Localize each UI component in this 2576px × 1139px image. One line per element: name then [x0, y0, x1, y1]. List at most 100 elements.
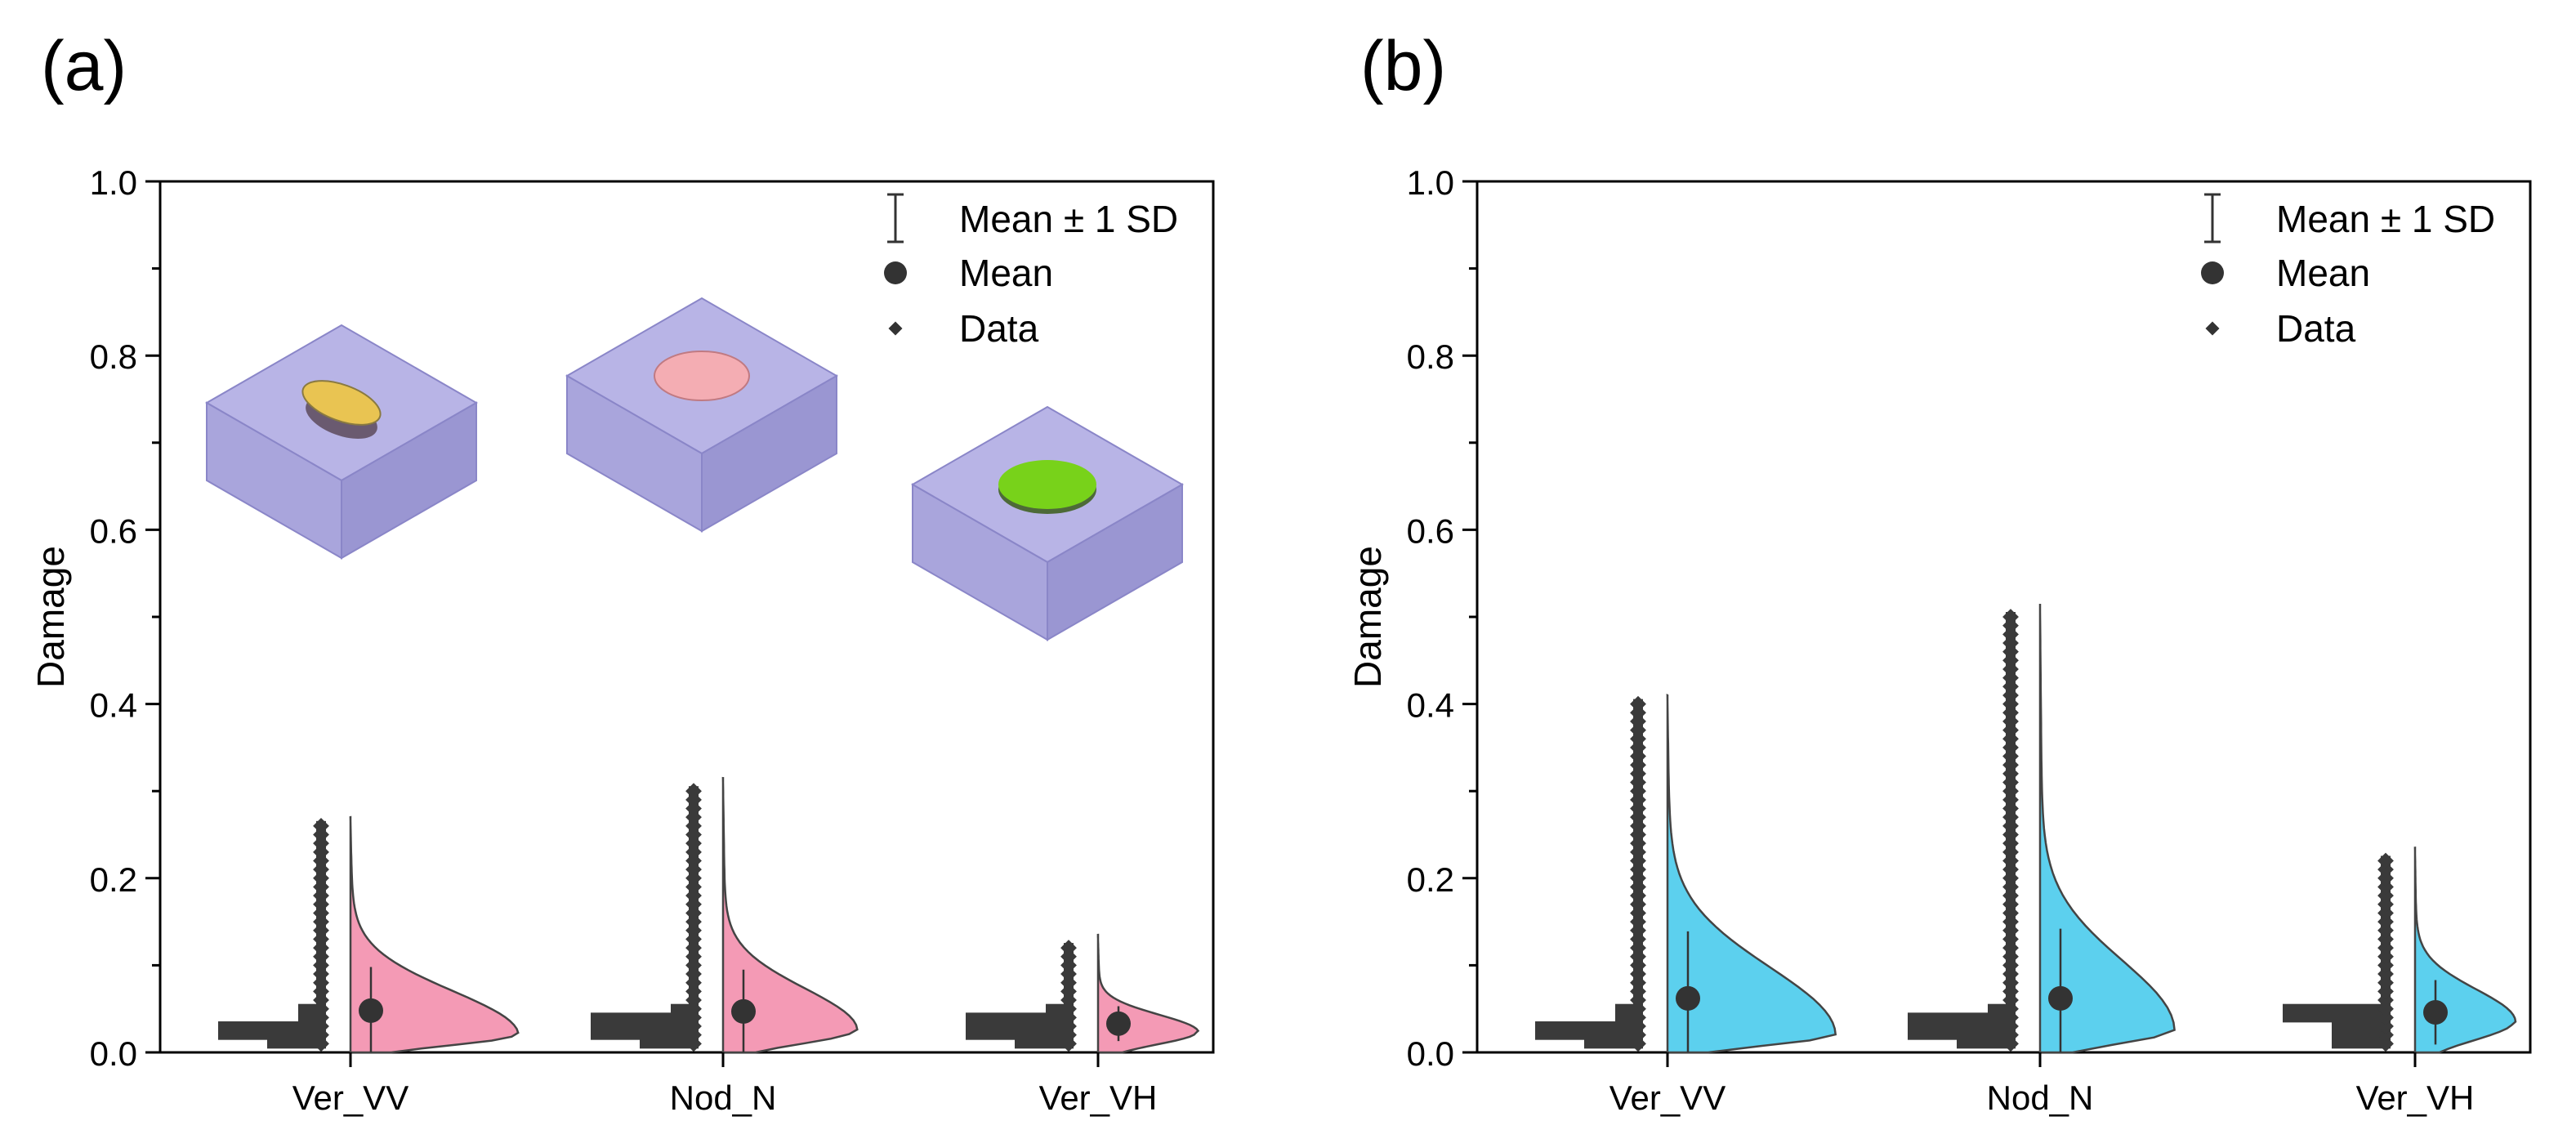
legend-mean-label: Mean [959, 252, 1053, 294]
mean-marker [1106, 1011, 1131, 1036]
mean-marker [2423, 999, 2448, 1025]
inset-illustrations [204, 297, 1185, 641]
data-point [2283, 1003, 2391, 1014]
data-point [966, 1021, 1074, 1032]
data-point [2332, 1038, 2391, 1049]
data-point [2002, 609, 2019, 625]
y-axis-b: 0.0 0.2 0.4 0.6 0.8 1.0 [1407, 163, 1477, 1073]
data-point [2332, 1021, 2391, 1032]
violins-a [218, 776, 1200, 1054]
violin-group [591, 776, 859, 1054]
violin-shape [1096, 933, 1200, 1054]
inset-cube [565, 297, 839, 533]
inclusion [998, 460, 1096, 509]
violin-group [1908, 604, 2176, 1054]
panel-label-a: (a) [41, 27, 127, 105]
violin-shape [1666, 694, 1837, 1054]
legend-data-label: Data [959, 307, 1039, 350]
data-point [1060, 940, 1077, 956]
data-point [1908, 1012, 2016, 1023]
y-axis-a: 0.0 0.2 0.4 0.6 0.8 1.0 [90, 163, 160, 1073]
cube-right [341, 401, 477, 560]
y-tick-label: 0.4 [1407, 686, 1454, 725]
inclusion [654, 351, 750, 401]
data-point [218, 1021, 326, 1032]
y-axis-label-a: Damage [29, 546, 72, 688]
x-tick-label: Ver_VV [1609, 1079, 1726, 1117]
panel-label-b: (b) [1360, 27, 1446, 105]
data-point [1015, 1038, 1074, 1049]
panel-b: 0.0 0.2 0.4 0.6 0.8 1.0 Ver_VV Nod_N Ver_VH Dam… [1346, 163, 2532, 1117]
legend-mean-symbol [884, 261, 907, 284]
mean-marker [731, 998, 756, 1024]
data-point [966, 1030, 1074, 1040]
y-tick-label: 1.0 [90, 163, 137, 202]
x-axis-a: Ver_VV Nod_N Ver_VH [292, 1052, 1158, 1117]
data-point [966, 1012, 1074, 1023]
data-point [685, 783, 702, 800]
legend-sd-label: Mean ± 1 SD [959, 198, 1178, 240]
mean-marker [2048, 985, 2073, 1011]
legend-items: Mean ± 1 SD Mean Data [2201, 193, 2495, 350]
data-point [640, 1038, 699, 1049]
x-tick-label: Ver_VH [1039, 1079, 1158, 1117]
data-point [591, 1012, 699, 1023]
x-tick-label: Nod_N [670, 1079, 777, 1117]
y-tick-label: 0.4 [90, 686, 137, 725]
x-tick-label: Ver_VH [2356, 1079, 2475, 1117]
violins-b [1535, 604, 2517, 1054]
data-point [1535, 1021, 1643, 1032]
inset-cube [910, 405, 1185, 641]
mean-marker [1676, 985, 1700, 1011]
data-point [1908, 1021, 2016, 1032]
panel-a: 0.0 0.2 0.4 0.6 0.8 1.0 Ver_VV Nod_N Ver_VH Dam… [29, 163, 1215, 1117]
legend-b: Mean ± 1 SD Mean Data [2201, 193, 2495, 350]
y-tick-label: 0.2 [1407, 860, 1454, 899]
inset-cube [204, 324, 479, 560]
data-point [313, 817, 329, 834]
violin-shape [2038, 604, 2176, 1054]
y-tick-label: 1.0 [1407, 163, 1454, 202]
x-tick-label: Nod_N [1987, 1079, 2094, 1117]
data-point [1535, 1030, 1643, 1040]
data-point [2283, 1012, 2391, 1023]
data-point [218, 1030, 326, 1040]
data-point [1630, 695, 1646, 712]
x-tick-label: Ver_VV [292, 1079, 408, 1117]
legend-sd-label: Mean ± 1 SD [2276, 198, 2495, 240]
y-tick-label: 0.6 [90, 511, 137, 550]
data-point [2332, 1030, 2391, 1040]
legend-mean-label: Mean [2276, 252, 2370, 294]
y-tick-label: 0.8 [1407, 337, 1454, 376]
violin-shape [721, 776, 859, 1054]
inclusion [301, 380, 382, 426]
y-tick-label: 0.0 [1407, 1034, 1454, 1073]
data-point [591, 1030, 699, 1040]
y-tick-label: 0.6 [1407, 511, 1454, 550]
cube-right [1047, 483, 1183, 641]
violin-shape [349, 815, 520, 1054]
violin-group [966, 933, 1200, 1054]
legend-a: Mean ± 1 SD Mean Data [884, 193, 1178, 350]
y-axis-label-b: Damage [1346, 546, 1389, 688]
data-point [591, 1021, 699, 1032]
y-tick-label: 0.0 [90, 1034, 137, 1073]
violin-group [2283, 846, 2517, 1054]
data-point [2377, 852, 2394, 869]
legend-data-symbol [2205, 321, 2220, 336]
data-point [1908, 1030, 2016, 1040]
y-tick-label: 0.2 [90, 860, 137, 899]
data-point [1584, 1038, 1643, 1049]
legend-mean-symbol [2201, 261, 2224, 284]
data-point [1957, 1038, 2016, 1049]
legend-data-label: Data [2276, 307, 2356, 350]
legend-items: Mean ± 1 SD Mean Data [884, 193, 1178, 350]
violin-group [1535, 694, 1837, 1054]
data-point [267, 1038, 326, 1049]
x-axis-b: Ver_VV Nod_N Ver_VH [1609, 1052, 2475, 1117]
violin-group [218, 815, 520, 1054]
mean-marker [359, 998, 383, 1023]
y-tick-label: 0.8 [90, 337, 137, 376]
cube-right [701, 374, 837, 533]
